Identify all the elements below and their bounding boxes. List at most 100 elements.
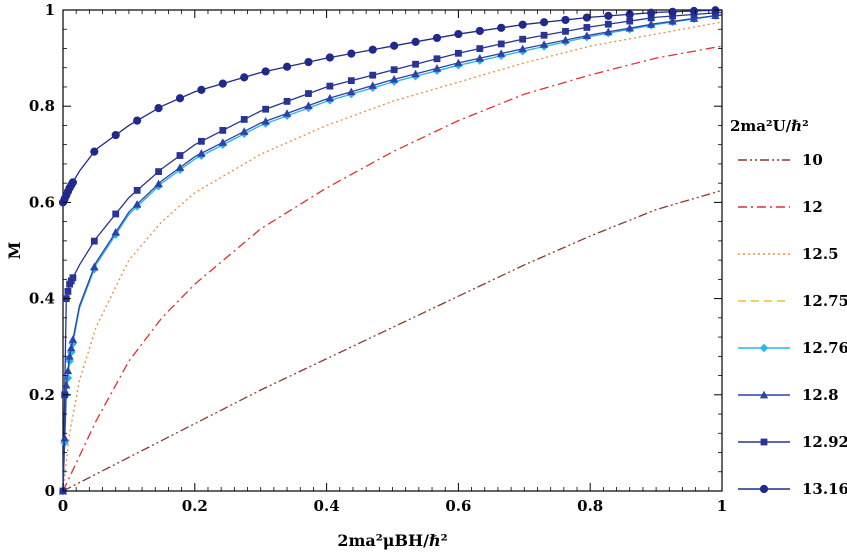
data-point xyxy=(282,109,292,117)
data-point xyxy=(218,138,228,146)
data-point xyxy=(518,44,527,53)
data-point xyxy=(561,15,570,25)
data-point xyxy=(262,105,270,113)
data-point xyxy=(240,127,249,135)
legend-item-12.76: 12.76 xyxy=(738,339,847,357)
data-point xyxy=(475,26,484,36)
y-tick-label: 0.4 xyxy=(29,290,55,308)
x-tick-label: 0.4 xyxy=(314,497,340,515)
data-point xyxy=(68,335,78,343)
series-line-12.8 xyxy=(62,14,723,492)
legend-marker xyxy=(760,438,768,446)
data-point xyxy=(305,90,312,97)
data-point xyxy=(155,168,162,176)
data-point xyxy=(90,262,99,271)
data-point xyxy=(261,117,270,125)
data-point xyxy=(132,200,142,208)
data-point xyxy=(390,66,398,74)
y-tick-label: 0.8 xyxy=(29,97,55,115)
data-point xyxy=(669,12,676,20)
legend-label: 12.92 xyxy=(802,433,847,451)
series-12.8 xyxy=(58,11,723,495)
data-point xyxy=(368,45,377,54)
data-point xyxy=(389,75,399,83)
series-12 xyxy=(62,45,723,492)
data-point xyxy=(240,73,249,82)
data-point xyxy=(626,17,634,25)
data-point xyxy=(67,343,76,352)
legend-item-12.8: 12.8 xyxy=(738,386,839,404)
x-axis-label: 2ma²μBH/ℏ² xyxy=(337,531,447,550)
legend-item-10: 10 xyxy=(738,151,823,169)
data-point xyxy=(197,85,206,94)
data-point xyxy=(369,71,377,79)
data-point xyxy=(604,27,613,36)
data-point xyxy=(647,8,656,17)
legend-marker xyxy=(759,484,769,494)
legend-label: 10 xyxy=(802,151,823,169)
data-point xyxy=(304,57,313,67)
data-point xyxy=(63,366,73,375)
data-point xyxy=(111,130,120,140)
series-line-10 xyxy=(62,189,723,492)
plot-frame xyxy=(62,9,723,492)
legend-item-12.75: 12.75 xyxy=(738,292,847,310)
data-point xyxy=(368,81,377,89)
data-point xyxy=(668,17,677,25)
data-point xyxy=(133,116,142,125)
legend-label: 12 xyxy=(802,198,823,216)
data-point xyxy=(539,40,549,48)
data-point xyxy=(175,94,185,103)
x-tick-label: 0.8 xyxy=(577,497,603,515)
data-point xyxy=(111,228,120,236)
legend-title: 2ma²U/ℏ² xyxy=(730,117,809,135)
data-point xyxy=(261,67,270,76)
data-point xyxy=(562,27,569,35)
data-point xyxy=(133,186,141,194)
x-tick-label: 0.6 xyxy=(445,497,471,515)
data-point xyxy=(347,49,356,58)
data-point xyxy=(90,147,99,156)
data-point xyxy=(433,55,441,63)
series-10 xyxy=(62,189,723,492)
legend-marker xyxy=(759,343,769,353)
data-point xyxy=(197,149,206,157)
data-point xyxy=(176,152,184,159)
data-point xyxy=(347,87,356,96)
data-point xyxy=(604,11,613,20)
data-point xyxy=(175,163,185,171)
data-point xyxy=(60,433,69,442)
data-point xyxy=(583,24,591,31)
data-point xyxy=(112,210,120,218)
data-point xyxy=(68,178,77,187)
x-tick-label: 0 xyxy=(58,497,68,515)
data-point xyxy=(539,18,549,27)
data-point xyxy=(625,23,634,32)
series-line-12.76 xyxy=(62,14,723,492)
series-line-12 xyxy=(62,45,723,492)
data-point xyxy=(325,53,334,62)
legend-item-13.16: 13.16 xyxy=(738,480,847,498)
data-point xyxy=(646,20,656,28)
data-point xyxy=(454,58,463,67)
data-point xyxy=(432,64,442,72)
data-point xyxy=(197,137,205,145)
legend-item-12.5: 12.5 xyxy=(738,245,839,263)
data-point xyxy=(561,35,570,44)
data-point xyxy=(412,60,419,68)
data-point xyxy=(240,116,248,123)
data-point xyxy=(497,49,506,57)
data-point xyxy=(65,352,74,360)
y-axis-label: M xyxy=(5,242,24,260)
data-point xyxy=(219,126,227,134)
data-point xyxy=(326,82,334,90)
data-point xyxy=(518,20,527,29)
data-point xyxy=(689,6,699,16)
data-point xyxy=(390,41,399,50)
data-point xyxy=(668,7,677,16)
data-point xyxy=(282,62,292,71)
data-point xyxy=(476,45,484,53)
data-point xyxy=(90,237,98,245)
legend: 10 12 12.5 12.75 12.76 12.8 12.92 13.16 xyxy=(738,151,847,498)
series-13.16 xyxy=(58,6,723,207)
